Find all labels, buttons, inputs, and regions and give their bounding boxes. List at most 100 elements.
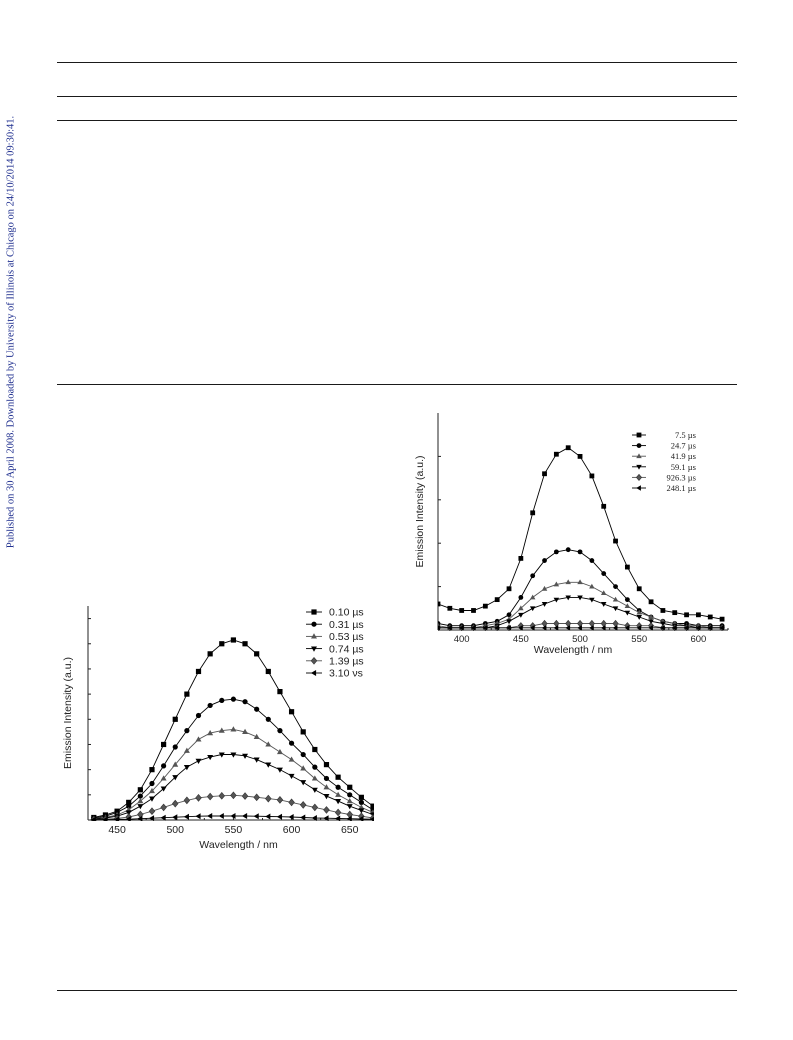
data-point (323, 806, 330, 814)
data-point (299, 801, 307, 809)
legend-label: 0.31 µs (329, 619, 364, 631)
data-point (565, 595, 571, 601)
data-point (253, 793, 260, 802)
series-2 (91, 696, 374, 821)
legend-marker (636, 485, 641, 491)
data-point (90, 816, 96, 821)
data-point (253, 733, 260, 739)
data-point (148, 815, 155, 821)
x-tick-label: 450 (513, 634, 529, 645)
legend-marker (636, 453, 642, 459)
data-point (358, 816, 364, 821)
data-point (113, 816, 120, 821)
x-tick-label: 450 (108, 824, 126, 836)
data-point (577, 549, 583, 555)
legend-label: 0.53 µs (329, 631, 364, 643)
data-point (171, 799, 179, 808)
data-point (335, 784, 341, 790)
data-point (288, 709, 295, 715)
legend-marker (311, 621, 317, 627)
data-point (612, 596, 619, 602)
data-point (335, 799, 342, 805)
series-1 (438, 445, 725, 622)
data-point (707, 625, 713, 631)
data-point (636, 609, 642, 615)
publication-note[interactable]: Published on 30 April 2008. Downloaded b… (5, 115, 17, 549)
data-point (172, 814, 178, 821)
data-point (530, 510, 536, 516)
data-point (624, 564, 630, 570)
legend-label: 926.3 µs (667, 472, 696, 482)
data-point (206, 792, 214, 801)
data-point (565, 445, 571, 451)
data-point (288, 773, 295, 780)
figure-right-emission-spectra: 400 450 500 550 600 Wavelength / nm Emission I… (414, 413, 729, 656)
series-4 (90, 752, 374, 821)
legend-marker (636, 464, 642, 470)
data-point (577, 454, 583, 459)
data-point (577, 595, 583, 601)
data-point (276, 796, 284, 804)
data-point (172, 761, 179, 767)
data-point (137, 797, 144, 804)
legend-label: 0.74 µs (329, 643, 364, 655)
data-point (624, 597, 630, 603)
data-point (636, 586, 642, 592)
data-point (323, 815, 329, 821)
data-point (346, 797, 353, 804)
data-point (613, 584, 618, 589)
data-point (184, 728, 190, 734)
data-point (518, 595, 524, 600)
data-point (126, 803, 132, 809)
data-point (600, 625, 606, 631)
data-point (470, 625, 476, 631)
data-point (335, 774, 341, 780)
data-point (648, 625, 653, 631)
data-point (447, 605, 453, 611)
data-point (102, 816, 108, 821)
data-point (160, 786, 167, 792)
data-point (183, 747, 190, 753)
data-point (589, 473, 595, 479)
data-point (553, 597, 560, 603)
data-point (137, 793, 143, 799)
series-6 (438, 625, 725, 631)
legend-label: 1.39 µs (329, 655, 364, 667)
data-point (346, 815, 352, 821)
data-point (334, 815, 341, 821)
x-tick-label: 600 (690, 634, 706, 645)
data-point (195, 712, 202, 719)
data-point (707, 614, 713, 620)
data-point (230, 812, 236, 819)
legend-label: 3.10 νs (329, 668, 363, 680)
data-point (529, 594, 536, 600)
data-point (600, 602, 607, 607)
data-point (438, 601, 441, 607)
data-point (506, 586, 512, 592)
data-point (300, 729, 306, 735)
data-point (506, 619, 512, 625)
data-point (529, 606, 536, 612)
legend-marker (636, 432, 642, 438)
publication-sidebar: Published on 30 April 2008. Downloaded b… (4, 22, 18, 642)
data-point (601, 503, 607, 509)
data-point (276, 748, 283, 755)
data-point (300, 780, 307, 786)
data-point (553, 581, 560, 587)
legend-marker (636, 443, 642, 448)
data-point (323, 775, 330, 782)
series-3 (90, 726, 374, 821)
series-line (93, 754, 374, 820)
data-point (195, 794, 202, 802)
data-point (242, 753, 249, 759)
data-point (672, 610, 678, 616)
x-tick-label: 600 (283, 824, 301, 836)
legend-marker (310, 670, 317, 676)
data-point (553, 549, 559, 555)
data-point (346, 804, 353, 810)
data-point (172, 716, 178, 722)
data-point (253, 813, 259, 820)
data-point (347, 792, 353, 798)
data-point (358, 799, 364, 805)
data-point (265, 716, 271, 722)
